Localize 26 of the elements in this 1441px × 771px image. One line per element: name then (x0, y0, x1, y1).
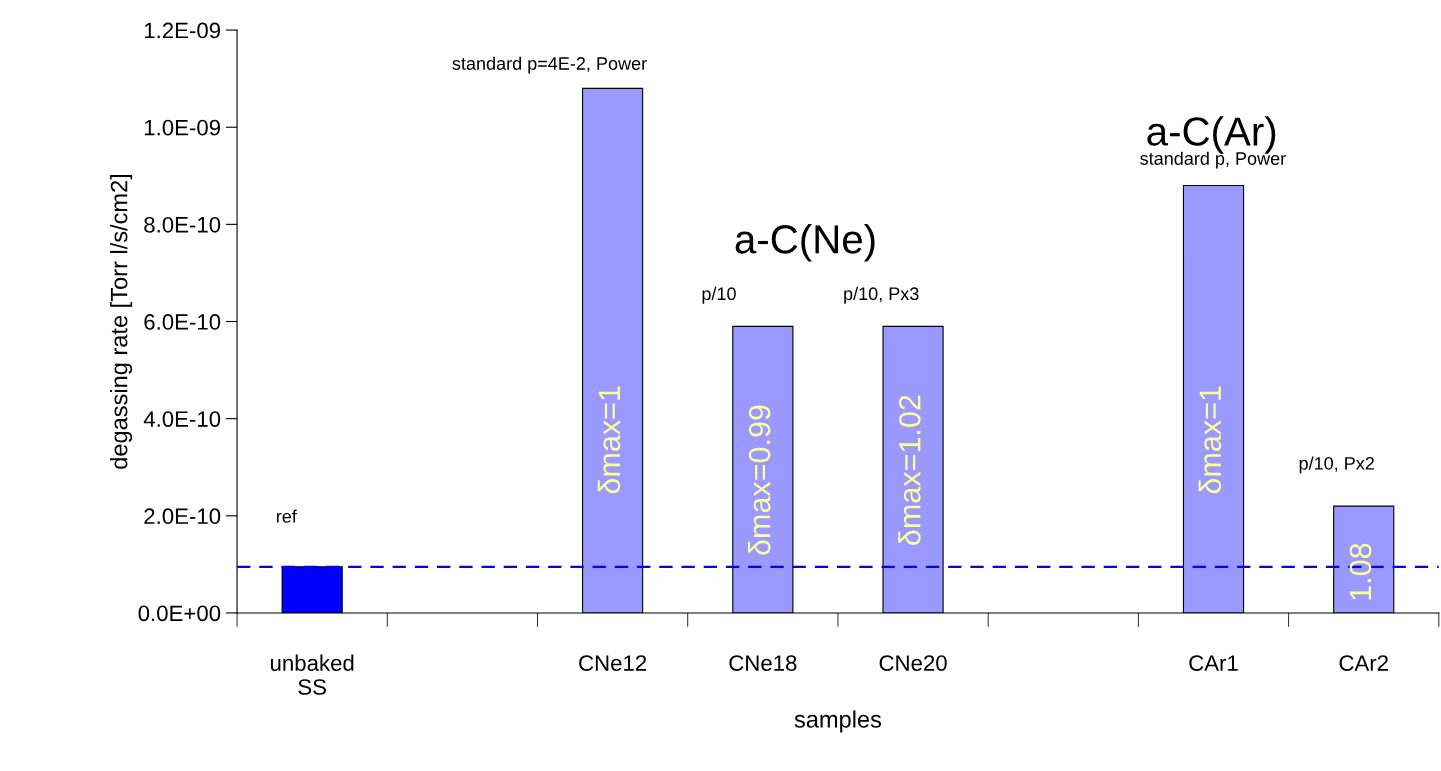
annotation: p/10 (702, 286, 736, 304)
y-tick-label: 1.2E-09 (144, 22, 221, 39)
annotation: standard p=4E-2, Power (452, 56, 647, 74)
y-tick-label: 6.0E-10 (144, 314, 221, 330)
x-tick-label: CAr1 (1189, 655, 1238, 671)
y-tick-label: 0.0E+00 (138, 605, 221, 622)
x-tick-label: CNe12 (579, 655, 647, 671)
annotation: a-C(Ne) (735, 224, 875, 262)
annotation: δmax=1 (597, 386, 621, 494)
x-tick-label: CNe18 (729, 655, 797, 671)
y-tick-label: 2.0E-10 (144, 508, 221, 525)
annotation: δmax=0.99 (747, 405, 771, 555)
y-tick-label: 1.0E-09 (144, 119, 221, 136)
x-tick-label: unbaked SS (270, 654, 354, 695)
x-tick-label: CNe20 (879, 655, 947, 671)
annotation: ref (276, 509, 297, 523)
y-tick-label: 8.0E-10 (144, 216, 221, 233)
x-tick-label: CAr2 (1339, 655, 1388, 671)
annotation: 1.08 (1349, 543, 1372, 600)
y-tick-label: 4.0E-10 (143, 411, 221, 427)
annotation: p/10, Px2 (1299, 456, 1374, 474)
x-axis-title: samples (794, 710, 882, 733)
annotation: p/10, Px3 (844, 286, 919, 304)
annotation: δmax=1.02 (898, 395, 921, 545)
annotation: δmax=1 (1198, 386, 1222, 494)
y-axis-title: degassing rate [Torr l/s/cm2] (110, 174, 133, 469)
